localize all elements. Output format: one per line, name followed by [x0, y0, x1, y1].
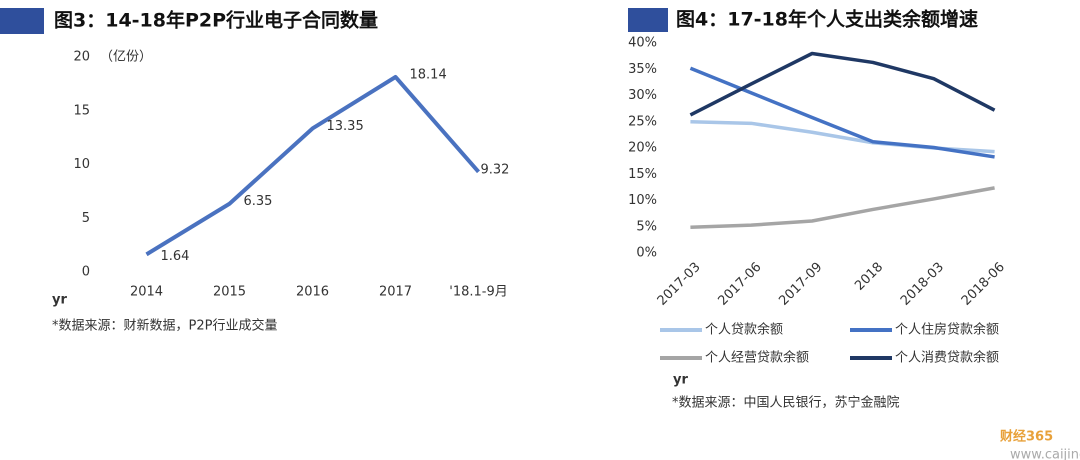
legend-label: 个人经营贷款余额 [705, 350, 809, 366]
chart-title: 图3：14-18年P2P行业电子合同数量 [54, 9, 378, 32]
x-tick-label: 2017-03 [655, 260, 704, 309]
y-tick-label: 15% [628, 167, 657, 182]
line [690, 120, 995, 154]
x-tick-label: 2017-09 [776, 260, 825, 309]
x-tick-label: '18.1-9月 [449, 285, 507, 300]
data-label: 6.35 [244, 194, 273, 209]
watermark: 财经365 [1000, 429, 1053, 445]
x-tick-label: 2018-06 [959, 260, 1008, 309]
line [145, 74, 481, 257]
note: yr [673, 373, 688, 388]
x-tick-label: 2016 [296, 285, 329, 300]
y-tick-label: 0 [82, 265, 90, 280]
data-label: 9.32 [481, 162, 510, 177]
y-tick-label: 40% [628, 36, 657, 51]
x-tick-label: 2018-03 [898, 260, 947, 309]
chart-title: 图4：17-18年个人支出类余额增速 [676, 8, 978, 31]
x-tick-label: 2017-06 [716, 260, 765, 309]
y-tick-label: 0% [636, 246, 657, 261]
source: *数据来源：财新数据，P2P行业成交量 [52, 318, 277, 334]
y-tick-label: 5% [636, 219, 657, 234]
y-tick-label: 10% [628, 193, 657, 208]
y-tick-label: 5 [82, 211, 90, 226]
y-tick-label: 25% [628, 114, 657, 129]
line [690, 186, 995, 230]
legend-label: 个人贷款余额 [705, 322, 783, 338]
y-tick-label: 15 [73, 103, 90, 118]
line [689, 66, 995, 159]
title-marker [0, 8, 44, 34]
y-tick-label: 20 [73, 50, 90, 65]
x-tick-label: 2014 [130, 285, 163, 300]
data-label: 13.35 [327, 119, 364, 134]
x-tick-label: 2015 [213, 285, 246, 300]
watermark-url: www.caijing365.com [1010, 448, 1080, 460]
x-tick-label: 2018 [852, 260, 886, 294]
y-tick-label: 35% [628, 62, 657, 77]
line [689, 51, 996, 117]
x-tick-label: 2017 [379, 285, 412, 300]
y-tick-label: 10 [73, 157, 90, 172]
data-label: 18.14 [410, 67, 447, 82]
y-axis-label: （亿份） [100, 50, 152, 65]
legend-label: 个人消费贷款余额 [895, 350, 999, 366]
data-label: 1.64 [161, 249, 190, 264]
source: *数据来源：中国人民银行，苏宁金融院 [672, 395, 900, 411]
note: yr [52, 293, 67, 308]
y-tick-label: 30% [628, 88, 657, 103]
title-marker [628, 8, 668, 32]
legend-label: 个人住房贷款余额 [895, 322, 999, 338]
y-tick-label: 20% [628, 141, 657, 156]
